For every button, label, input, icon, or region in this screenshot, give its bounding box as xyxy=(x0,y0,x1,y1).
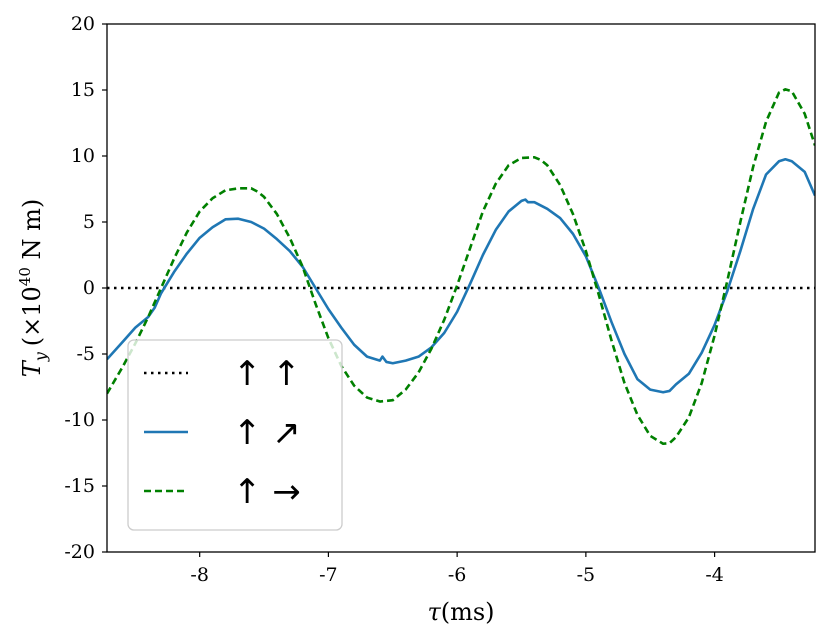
y-tick-label: -10 xyxy=(64,409,95,431)
x-tick-label: -8 xyxy=(190,564,209,586)
y-tick-label: 15 xyxy=(71,79,95,101)
y-tick-label: 10 xyxy=(71,145,95,167)
x-tick-label: -6 xyxy=(448,564,467,586)
y-tick-label: 0 xyxy=(83,277,95,299)
legend-label-1: ↑ ↑ xyxy=(233,354,301,394)
y-axis-ticks: -20 -15 -10 -5 0 5 10 15 20 xyxy=(64,13,107,563)
series-line-2 xyxy=(107,158,815,394)
plot-lines xyxy=(107,88,815,446)
y-tick-label: -5 xyxy=(76,343,95,365)
x-axis-ticks: -8 -7 -6 -5 -4 xyxy=(190,552,724,586)
x-tick-label: -7 xyxy=(319,564,338,586)
legend-label-3: ↑ → xyxy=(233,472,301,512)
y-tick-label: -15 xyxy=(64,475,95,497)
x-axis-label: τ(ms) xyxy=(427,598,494,626)
y-axis-label: Ty(×1040 N m) xyxy=(16,199,50,378)
legend-label-2: ↑ ↗ xyxy=(233,413,301,453)
legend: ↑ ↑ ↑ ↗ ↑ → xyxy=(127,339,343,531)
y-tick-label: 5 xyxy=(83,211,95,233)
x-tick-label: -5 xyxy=(577,564,596,586)
y-tick-label: 20 xyxy=(71,13,95,35)
series-line-3 xyxy=(107,88,815,446)
legend-frame xyxy=(127,339,343,531)
x-tick-label: -4 xyxy=(705,564,724,586)
y-tick-label: -20 xyxy=(64,541,95,563)
